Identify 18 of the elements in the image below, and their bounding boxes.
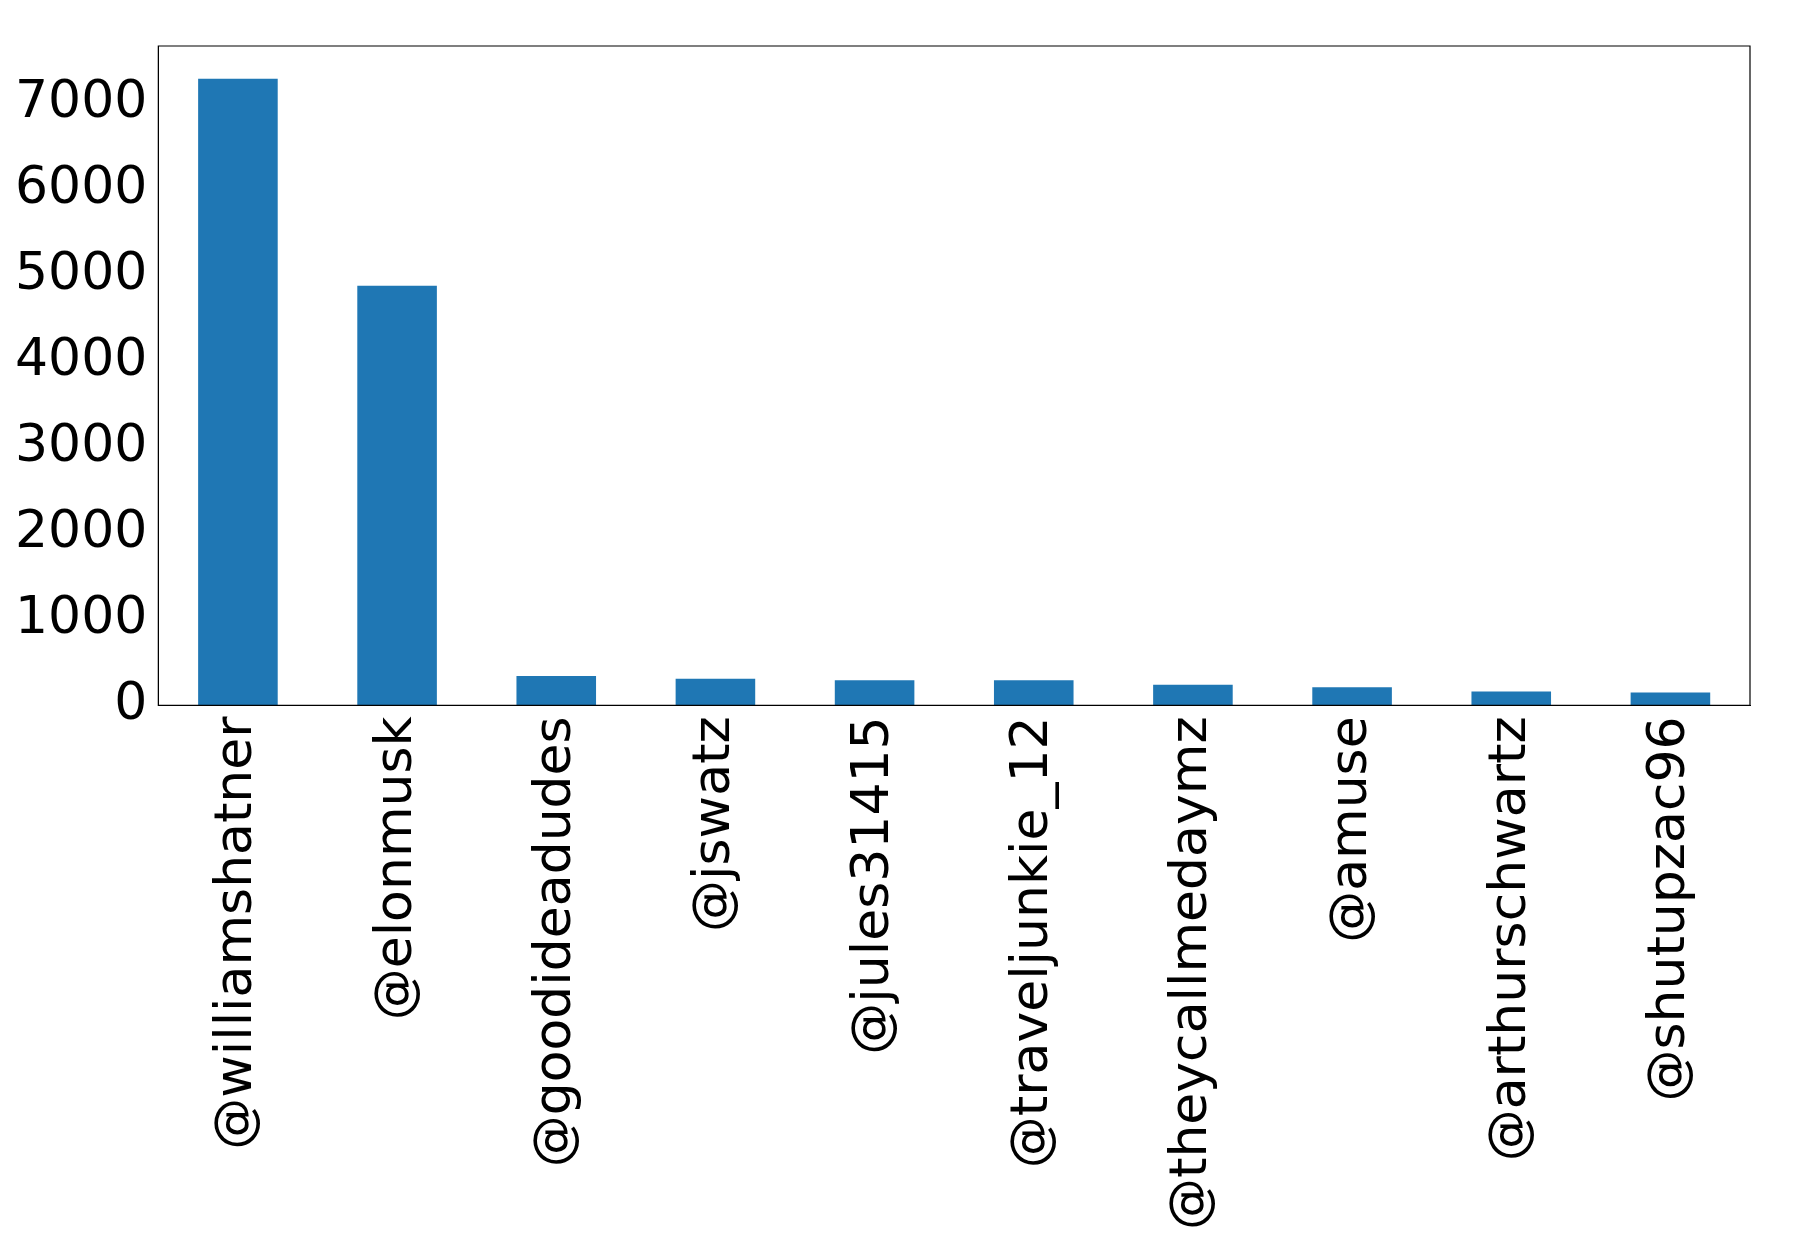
- y-tick-label: 6000: [14, 155, 148, 216]
- x-tick-label: @amuse: [1317, 716, 1378, 943]
- y-tick-label: 1000: [14, 584, 148, 645]
- y-tick-label: 3000: [14, 412, 148, 473]
- y-tick-label: 5000: [14, 241, 148, 302]
- x-tick-label: @theycallmedaymz: [1158, 716, 1219, 1230]
- x-tick-label: @shutupzac96: [1635, 716, 1696, 1102]
- x-tick-label: @jules31415: [840, 716, 901, 1055]
- x-tick-label: @goodideadudes: [521, 716, 582, 1168]
- y-tick-label: 2000: [14, 498, 148, 559]
- x-tick-label: @jswatz: [680, 716, 741, 932]
- x-tick-label: @arthurschwartz: [1476, 716, 1537, 1162]
- x-tick-label: @elonmusk: [362, 716, 423, 1021]
- x-tick-label: @williamshatner: [203, 715, 264, 1150]
- y-tick-label: 0: [114, 670, 148, 731]
- y-tick-label: 4000: [14, 326, 148, 387]
- x-tick-label: @traveljunkie_12: [999, 716, 1060, 1169]
- y-tick-label: 7000: [14, 69, 148, 130]
